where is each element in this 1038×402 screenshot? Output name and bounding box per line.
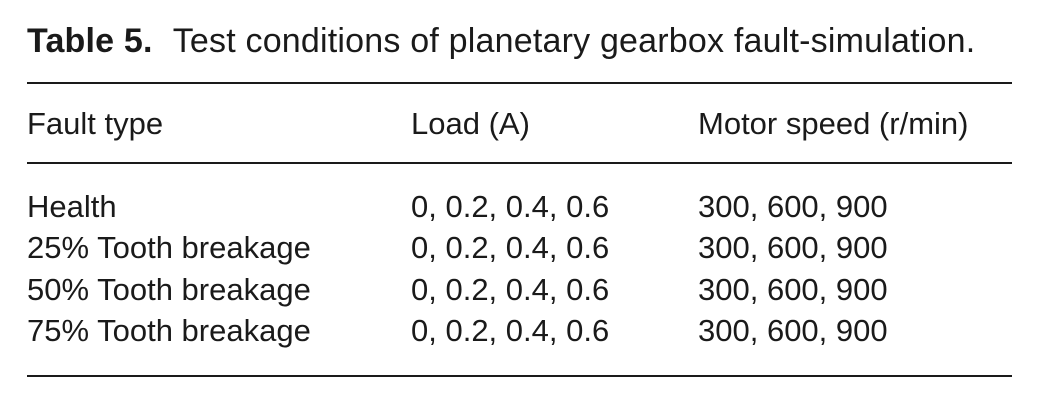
load-cell: 0, 0.2, 0.4, 0.6	[411, 313, 610, 348]
table-bottom-rule	[27, 375, 1012, 377]
fault-type-cell: 25% Tooth breakage	[27, 230, 311, 265]
table-caption: Table 5. Test conditions of planetary gea…	[27, 18, 975, 64]
column-header-fault-type: Fault type	[27, 106, 164, 141]
motor-speed-cell: 300, 600, 900	[698, 230, 888, 265]
column-header-motor-speed: Motor speed (r/min)	[698, 106, 969, 141]
table-caption-label: Table 5.	[27, 22, 153, 60]
fault-type-cell: 75% Tooth breakage	[27, 313, 311, 348]
table-caption-text: Test conditions of planetary gearbox fau…	[172, 22, 976, 60]
table-top-rule	[27, 82, 1012, 84]
fault-type-cell: 50% Tooth breakage	[27, 272, 311, 307]
motor-speed-cell: 300, 600, 900	[698, 272, 888, 307]
column-header-load: Load (A)	[411, 106, 530, 141]
load-cell: 0, 0.2, 0.4, 0.6	[411, 189, 610, 224]
motor-speed-cell: 300, 600, 900	[698, 313, 888, 348]
load-cell: 0, 0.2, 0.4, 0.6	[411, 272, 610, 307]
motor-speed-cell: 300, 600, 900	[698, 189, 888, 224]
table-header-rule	[27, 162, 1012, 164]
load-cell: 0, 0.2, 0.4, 0.6	[411, 230, 610, 265]
fault-type-cell: Health	[27, 189, 117, 224]
